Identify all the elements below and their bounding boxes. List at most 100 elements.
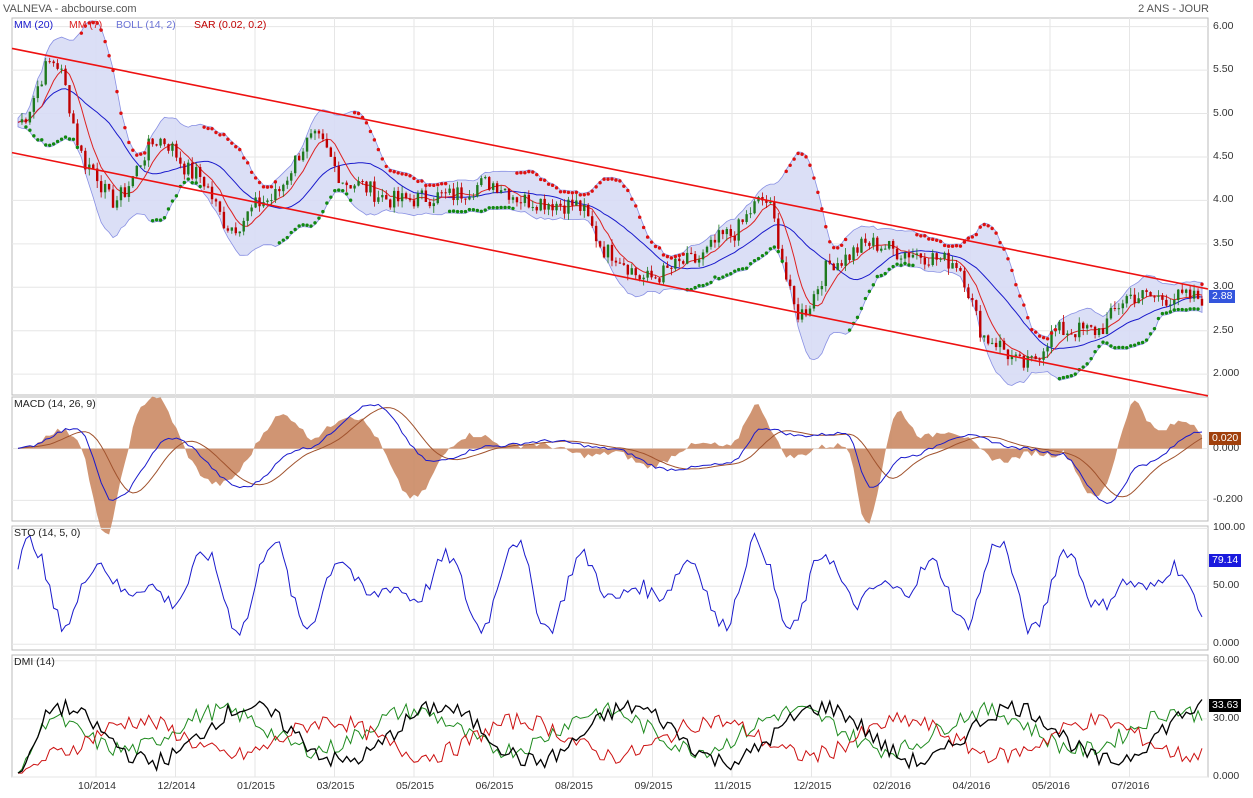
candle-body: [678, 258, 681, 262]
candle-body: [955, 263, 958, 269]
sar-dot: [938, 239, 943, 244]
sar-dot: [673, 254, 678, 259]
legend-mm7: MM (7): [69, 19, 103, 31]
sar-dot: [218, 133, 222, 137]
candle-body: [701, 252, 705, 260]
candle-body: [733, 235, 736, 241]
candle-body: [788, 279, 792, 287]
candle-body: [1157, 295, 1160, 297]
candle-body: [804, 309, 808, 316]
sar-dot: [542, 178, 547, 183]
candle-body: [1002, 340, 1006, 350]
candle-body: [646, 270, 649, 278]
sar-dot: [206, 126, 210, 131]
sar-dot: [824, 225, 828, 229]
sar-dot: [986, 224, 990, 228]
sar-dot: [748, 261, 753, 266]
candle-body: [321, 133, 325, 140]
sar-dot: [443, 181, 448, 186]
sar-dot: [261, 185, 266, 189]
sar-dot: [99, 28, 103, 32]
sar-dot: [305, 223, 309, 227]
sar-dot: [792, 157, 796, 161]
candle-body: [773, 202, 776, 219]
candle-body: [472, 196, 475, 198]
candle-body: [1196, 290, 1200, 299]
sar-dot: [447, 209, 452, 214]
candle-body: [935, 253, 938, 260]
candle-body: [495, 183, 499, 193]
sar-dot: [87, 21, 91, 25]
candle-body: [60, 68, 63, 70]
candle-body: [523, 194, 527, 204]
candle-body: [753, 201, 756, 214]
sar-dot: [788, 163, 792, 167]
sar-dot: [55, 139, 60, 144]
candle-body: [52, 61, 55, 64]
candle-body: [377, 197, 380, 202]
legend-mm20: MM (20): [14, 19, 54, 31]
candle-body: [824, 260, 828, 287]
sar-dot: [764, 251, 769, 255]
sar-dot: [1152, 326, 1157, 331]
x-tick-label: 05/2016: [1032, 780, 1070, 792]
candle-body: [155, 144, 158, 146]
sar-dot: [1089, 356, 1093, 361]
sar-dot: [713, 275, 717, 279]
panel-frame-3: [11, 654, 1209, 778]
sar-dot: [1097, 344, 1101, 349]
candle-body: [24, 119, 28, 123]
sar-dot: [1053, 327, 1058, 332]
candle-body: [1141, 290, 1144, 299]
sar-dot: [875, 274, 879, 279]
period-selector[interactable]: 2 ANS - JOUR: [1138, 3, 1209, 15]
candle-body: [765, 200, 768, 203]
candle-body: [1117, 308, 1121, 310]
candle-body: [1101, 328, 1105, 335]
sar-dot: [546, 182, 551, 186]
sar-dot: [649, 240, 654, 244]
sar-dot: [503, 205, 507, 210]
candle-body: [741, 219, 744, 223]
candle-body: [1173, 300, 1176, 305]
sar-dot: [816, 190, 820, 195]
sar-dot: [499, 205, 503, 210]
candle-body: [250, 207, 253, 212]
sar-dot: [622, 184, 626, 188]
candle-body: [159, 138, 162, 146]
candle-body: [36, 86, 39, 99]
candle-body: [95, 168, 99, 182]
candle-body: [836, 263, 839, 271]
candle-body: [749, 213, 752, 215]
macd-last-badge: 0.020: [1209, 432, 1242, 445]
y-tick-label: 50.00: [1213, 579, 1240, 592]
sar-dot: [1037, 334, 1042, 338]
sar-dot: [1164, 311, 1169, 315]
sar-dot: [804, 155, 808, 159]
candle-body: [92, 164, 95, 169]
candle-body: [907, 252, 911, 258]
sar-dot: [1041, 335, 1046, 340]
candle-body: [337, 166, 340, 184]
sar-dot: [911, 263, 915, 268]
sar-dot: [942, 243, 947, 248]
candle-body: [444, 192, 447, 194]
sar-dot: [1006, 257, 1010, 261]
sar-dot: [392, 170, 396, 174]
candle-body: [503, 188, 507, 191]
candle-body: [206, 186, 210, 188]
candle-body: [440, 192, 443, 194]
candle-body: [626, 264, 630, 275]
candle-body: [317, 130, 321, 134]
sar-dot: [1144, 338, 1149, 342]
sar-dot: [47, 143, 52, 147]
sar-dot: [1184, 308, 1188, 312]
sar-dot: [44, 143, 48, 147]
candle-body: [547, 204, 550, 210]
candle-body: [903, 252, 907, 259]
sar-dot: [883, 271, 887, 276]
sar-dot: [131, 148, 135, 152]
candle-body: [610, 244, 614, 261]
candle-body: [226, 228, 230, 231]
sar-dot: [135, 153, 139, 157]
